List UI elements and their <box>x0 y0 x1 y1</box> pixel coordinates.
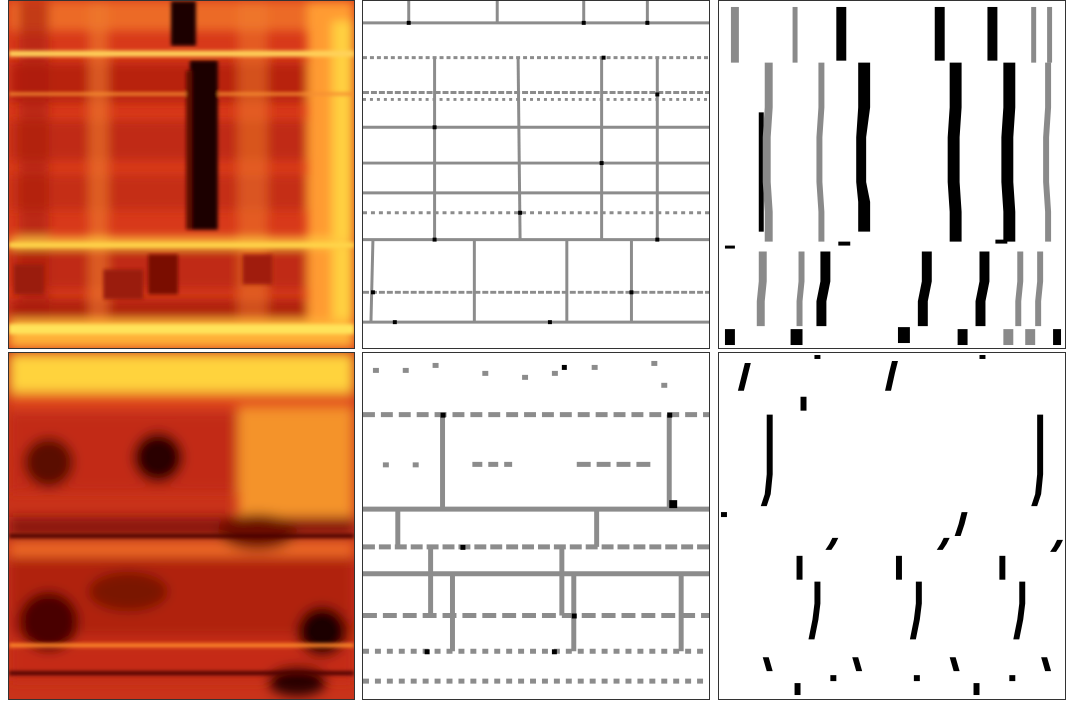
tracks-top-image <box>724 6 1062 346</box>
grid-top-panel <box>362 0 710 349</box>
heatmap-bottom-panel <box>8 352 355 700</box>
tracks-top-panel <box>718 0 1066 349</box>
grid-bottom-panel <box>362 352 710 700</box>
tracks-bottom-image <box>720 354 1064 696</box>
grid-bottom-image <box>363 360 709 684</box>
tracks-bottom-panel <box>718 352 1066 700</box>
heatmap-top-panel <box>8 0 355 349</box>
grid-top-image <box>363 1 709 325</box>
heatmap-top-image <box>9 1 354 348</box>
heatmap-bottom-image <box>9 353 354 699</box>
